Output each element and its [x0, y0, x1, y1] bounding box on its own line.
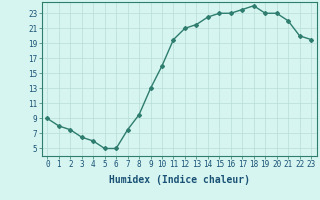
X-axis label: Humidex (Indice chaleur): Humidex (Indice chaleur)	[109, 175, 250, 185]
